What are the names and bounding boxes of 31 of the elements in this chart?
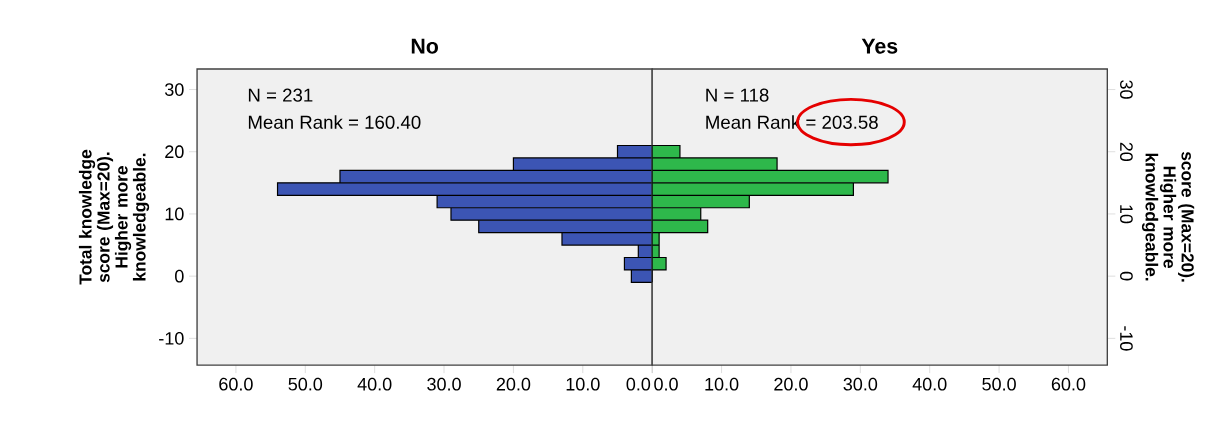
y-tick-label: 10 <box>1120 205 1133 224</box>
x-tick-label: 0.0 <box>654 377 678 391</box>
annotation: N = 118 <box>706 88 769 102</box>
x-tick-label: 0.0 <box>626 377 651 391</box>
x-tick-label: 10.0 <box>566 377 600 391</box>
x-tick-label: 40.0 <box>912 377 947 391</box>
y-tick-label: -10 <box>159 331 184 345</box>
y-tick-label: 10 <box>165 207 184 221</box>
y-tick-label: 30 <box>165 83 184 96</box>
x-tick-label: 30.0 <box>427 377 461 391</box>
y-tick-label: 0 <box>1120 271 1133 281</box>
x-tick-label: 50.0 <box>288 377 323 391</box>
y-tick-label: 20 <box>165 145 184 159</box>
x-tick-label: 60.0 <box>1051 377 1086 391</box>
x-tick-label: 60.0 <box>219 377 253 391</box>
annotation: Mean Rank = 160.40 <box>248 115 421 129</box>
y-axis-title: Total knowledge score (Max=20). Higher more knowledgeable. <box>78 149 150 285</box>
x-tick-label: 40.0 <box>357 377 392 391</box>
x-tick-label: 20.0 <box>774 377 808 391</box>
annotation: N = 231 <box>248 88 313 102</box>
x-tick-label: 20.0 <box>496 377 531 391</box>
x-tick-label: 50.0 <box>982 377 1016 391</box>
chart-title: No <box>411 38 438 54</box>
x-tick-label: 30.0 <box>843 377 878 391</box>
y-tick-label: 30 <box>1120 80 1133 99</box>
x-tick-label: 10.0 <box>705 377 739 391</box>
y-tick-label: 20 <box>1120 142 1133 161</box>
y-tick-label: 0 <box>175 269 184 283</box>
y-axis-title: score (Max=20). Higher more knowledgeable. <box>1141 151 1195 282</box>
y-tick-label: -10 <box>1120 326 1133 351</box>
chart-title: Yes <box>861 38 898 54</box>
